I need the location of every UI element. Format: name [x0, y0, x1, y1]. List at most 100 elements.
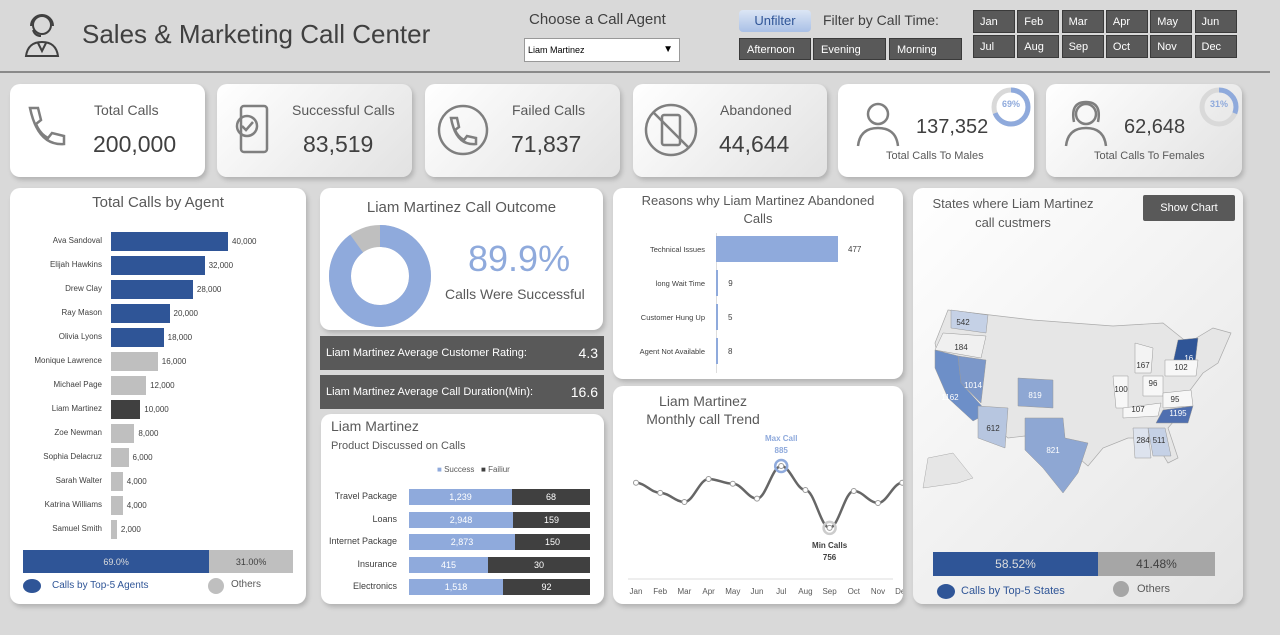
legend-top-label: Calls by Top-5 Agents — [52, 580, 149, 591]
trend-point — [754, 495, 760, 502]
map-title: States where Liam Martinez call custmers — [932, 196, 1094, 230]
product-fail-bar: 150 — [515, 534, 590, 551]
success-legend: Success — [444, 465, 475, 474]
month-filter-jul[interactable]: Jul — [973, 35, 1015, 58]
kpi-card-2: Failed Calls 71,837 — [425, 84, 620, 177]
state-va — [1162, 389, 1194, 409]
agent-bar — [111, 520, 117, 539]
month-filter-mar[interactable]: Mar — [1061, 10, 1104, 33]
state-ga — [1147, 427, 1172, 457]
state-value: 1162 — [941, 393, 959, 402]
agent-name: Katrina Williams — [44, 500, 102, 509]
month-filter-aug[interactable]: Aug — [1017, 35, 1060, 58]
kpi-label: Successful Calls — [292, 102, 395, 118]
alaska — [922, 452, 974, 489]
gender-pct-ring — [991, 87, 1031, 127]
state-value: 1195 — [1169, 409, 1187, 418]
legend-other-label: Others — [231, 579, 262, 590]
duration-value: 16.6 — [570, 384, 598, 400]
month-filter-apr[interactable]: Apr — [1105, 10, 1148, 33]
agent-name: Sophia Delacruz — [43, 452, 102, 461]
other-states-share: 41.48% — [1098, 552, 1215, 576]
products-subtitle: Product Discussed on Calls — [331, 440, 466, 452]
state-ky — [1122, 402, 1162, 419]
month-tick: Jun — [751, 587, 764, 596]
month-tick: Mar — [678, 587, 692, 596]
month-filter-oct[interactable]: Oct — [1105, 35, 1148, 58]
agent-value: 40,000 — [232, 237, 257, 246]
reason-name: long Wait Time — [655, 279, 705, 288]
reason-value: 8 — [728, 347, 733, 356]
month-filter-may[interactable]: May — [1150, 10, 1193, 33]
month-tick: Jan — [630, 587, 643, 596]
unfilter-button[interactable]: Unfilter — [739, 10, 811, 32]
fail-legend: Failiur — [488, 465, 510, 474]
time-filter-evening[interactable]: Evening — [813, 38, 886, 60]
kpi-card-3: Abandoned 44,644 — [633, 84, 827, 177]
state-value: 1014 — [964, 381, 982, 390]
gender-pct-ring — [1199, 87, 1239, 127]
trend-point — [875, 499, 881, 506]
kpi-label: Total Calls To Females — [1094, 150, 1205, 162]
agents-share-bar: 69.0% 31.00% — [23, 550, 293, 573]
state-tx — [1024, 417, 1089, 494]
month-filter-nov[interactable]: Nov — [1150, 35, 1193, 58]
agent-bar — [111, 352, 158, 371]
legend-top-marker — [23, 579, 41, 593]
reason-bar — [716, 270, 719, 296]
product-name: Travel Package — [334, 491, 397, 501]
product-fail-bar: 68 — [512, 489, 590, 505]
time-filter-morning[interactable]: Morning — [889, 38, 962, 60]
agent-bar — [111, 304, 170, 323]
rating-bar: Liam Martinez Average Customer Rating: 4.… — [320, 336, 604, 370]
male-icon — [856, 102, 900, 147]
phone-icon — [28, 106, 66, 146]
agent-name: Olivia Lyons — [58, 332, 102, 341]
state-az — [977, 405, 1009, 449]
trend-point — [826, 524, 833, 531]
month-filter-jun[interactable]: Jun — [1194, 10, 1237, 33]
reasons-title: Reasons why Liam Martinez Abandoned Call… — [641, 193, 875, 226]
page-title: Sales & Marketing Call Center — [82, 19, 431, 49]
agent-bar — [111, 400, 141, 419]
kpi-value: 62,648 — [1124, 116, 1186, 138]
top-agents-share: 69.0% — [23, 550, 210, 573]
gender-pct: 31% — [1209, 99, 1228, 109]
other-agents-share: 31.00% — [209, 550, 293, 573]
agent-bar — [111, 496, 123, 515]
trend-point — [657, 489, 664, 496]
state-nc — [1155, 405, 1194, 424]
reason-name: Agent Not Available — [639, 347, 705, 356]
agent-name: Samuel Smith — [52, 524, 102, 533]
min-label: Min Calls — [812, 541, 848, 550]
header-divider — [0, 71, 1270, 73]
phone-circle-icon — [437, 104, 489, 156]
filter-label: Filter by Call Time: — [823, 12, 939, 28]
month-filter-dec[interactable]: Dec — [1194, 35, 1237, 58]
month-filter-jan[interactable]: Jan — [973, 10, 1015, 33]
outcome-caption: Calls Were Successful — [445, 286, 585, 302]
month-tick: Aug — [798, 587, 812, 596]
month-filter-sep[interactable]: Sep — [1061, 35, 1104, 58]
state-value: 184 — [954, 343, 968, 352]
state-pa — [1164, 359, 1199, 377]
min-marker — [822, 520, 837, 536]
state-value: 102 — [1174, 363, 1188, 372]
reason-bar — [716, 236, 838, 262]
state-value: 16.. — [1184, 354, 1197, 363]
product-name: Insurance — [357, 558, 397, 569]
outcome-donut — [329, 225, 431, 327]
month-filter-feb[interactable]: Feb — [1017, 10, 1060, 33]
agent-label: Choose a Call Agent — [529, 11, 666, 28]
show-chart-button[interactable]: Show Chart — [1143, 195, 1235, 221]
agent-value: 12,000 — [150, 381, 175, 390]
agent-name: Sarah Walter — [55, 476, 102, 485]
trend-panel: Liam Martinez Monthly call Trend Max Cal… — [613, 386, 903, 604]
max-label: Max Call — [765, 434, 797, 443]
trend-point — [778, 463, 785, 469]
product-fail-bar: 159 — [513, 511, 590, 528]
kpi-label: Abandoned — [720, 102, 792, 118]
agent-dropdown[interactable]: Liam Martinez ▼ — [524, 38, 680, 62]
month-tick: Jul — [776, 587, 786, 596]
time-filter-afternoon[interactable]: Afternoon — [739, 38, 811, 60]
